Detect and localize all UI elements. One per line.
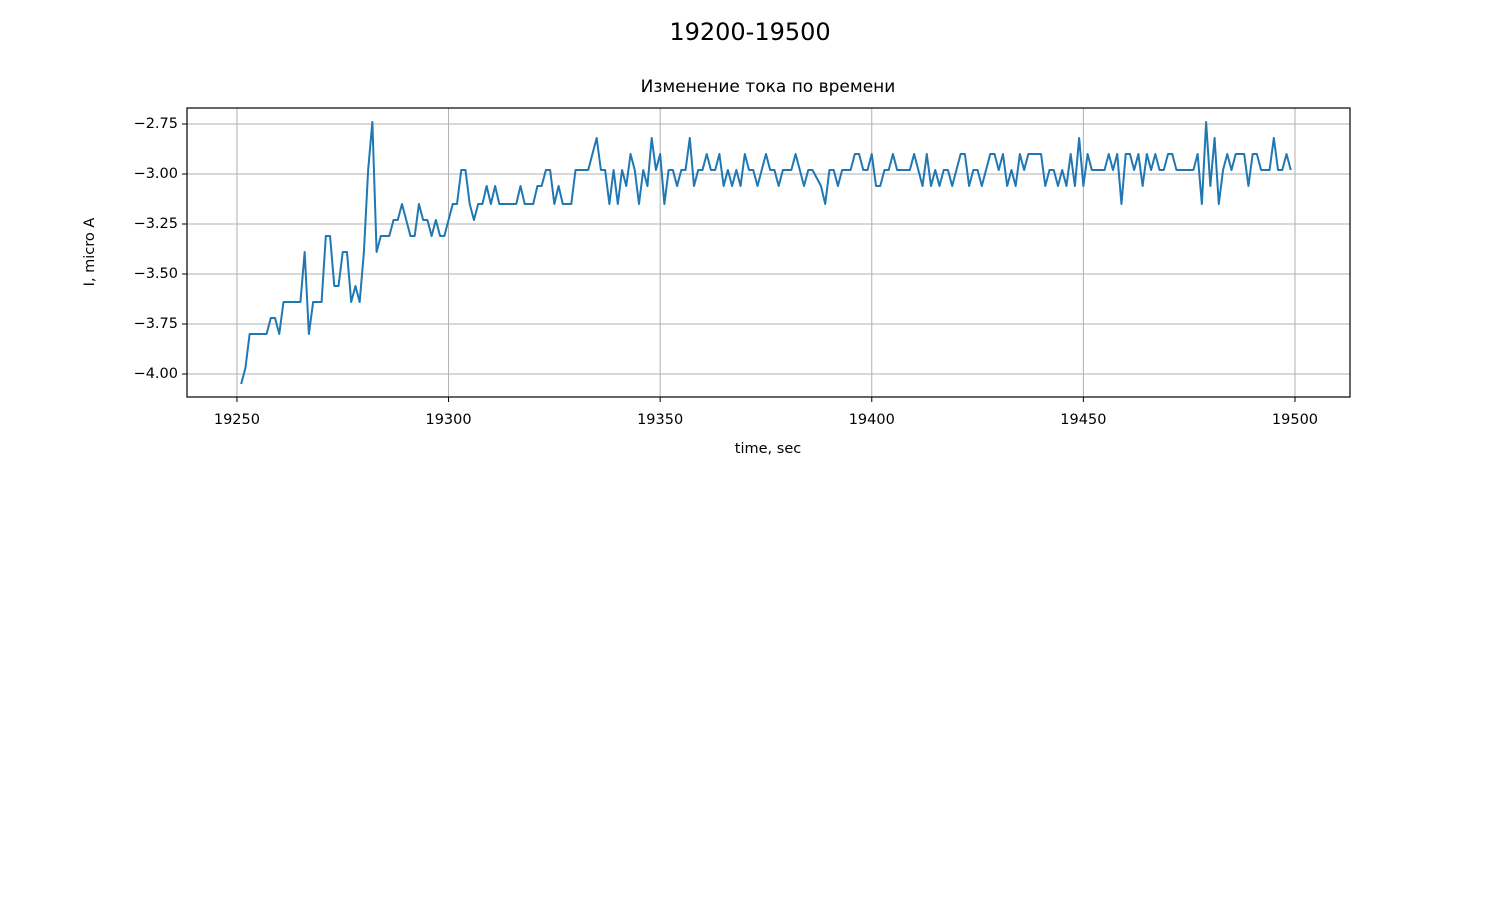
x-tick-label: 19450 [1060,412,1106,428]
y-tick-label: −3.00 [134,166,178,182]
chart-subtitle: Изменение тока по времени [641,77,896,97]
x-tick-label: 19500 [1272,412,1318,428]
y-tick-label: −4.00 [134,366,178,382]
x-axis-label: time, sec [735,441,801,457]
x-tick-label: 19300 [425,412,471,428]
chart-title: 19200-19500 [669,18,830,46]
y-axis-label: I, micro A [82,218,98,287]
x-tick-label: 19250 [214,412,260,428]
x-tick-label: 19350 [637,412,683,428]
data-line [240,121,1292,385]
y-tick-label: −3.50 [134,266,178,282]
x-tick-label: 19400 [849,412,895,428]
y-tick-label: −3.25 [134,216,178,232]
y-tick-label: −3.75 [134,316,178,332]
y-tick-label: −2.75 [134,116,178,132]
plot-frame [186,107,1351,398]
